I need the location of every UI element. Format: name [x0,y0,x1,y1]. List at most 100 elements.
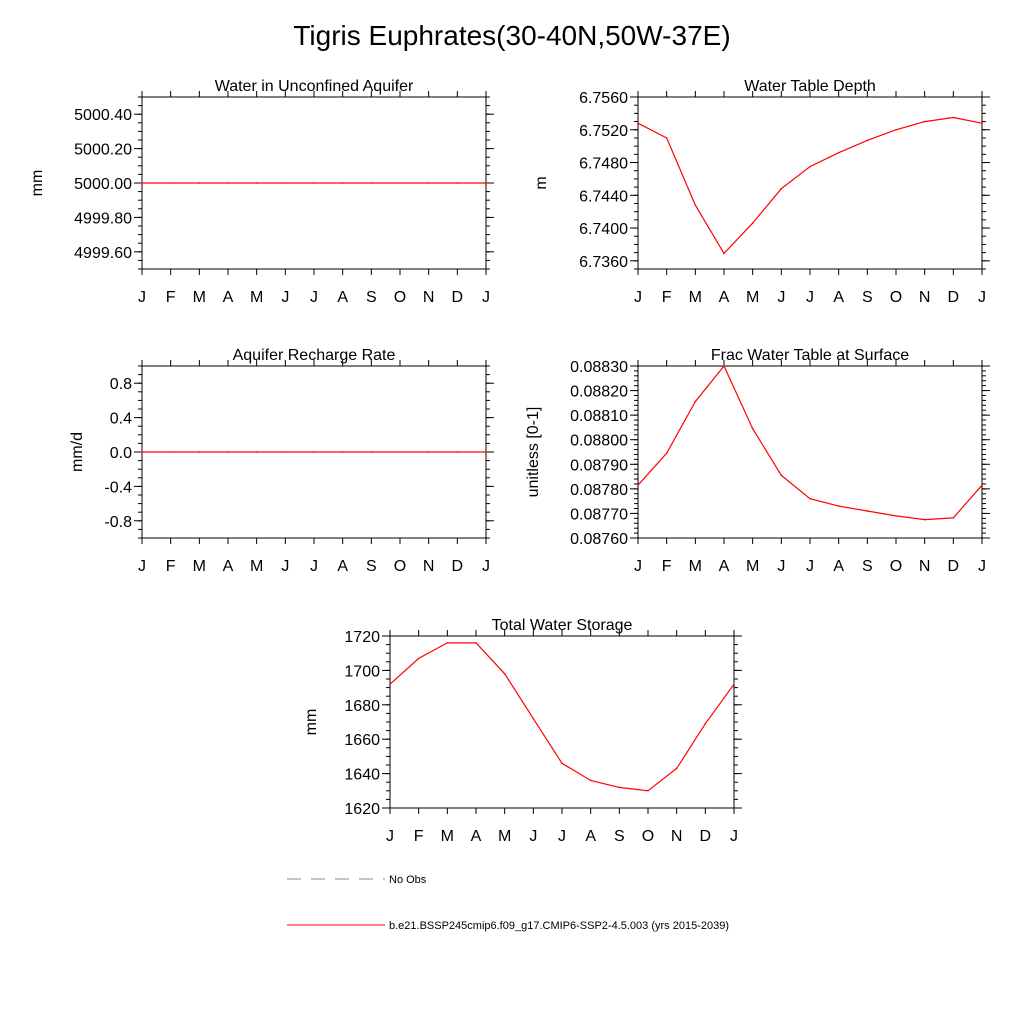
data-point [589,779,592,782]
data-point [227,451,229,453]
y-axis-label: mm/d [69,432,86,472]
x-tick-label: J [730,828,738,845]
series-line [637,116,983,255]
data-point [694,400,697,403]
y-axis-label: unitless [0-1] [525,407,542,498]
data-point [647,790,649,792]
data-point [694,204,697,206]
x-tick-label: D [452,558,464,575]
x-tick-label: S [614,828,625,845]
y-tick-label: -0.8 [104,514,132,531]
data-point [370,182,373,184]
chart-title: Aquifer Recharge Rate [233,347,396,364]
x-tick-label: J [634,558,642,575]
y-tick-label: 6.7360 [579,254,628,271]
y-tick-label: 0.08780 [570,482,628,499]
x-tick-label: A [471,828,482,845]
series-line [637,364,983,521]
x-tick-label: M [689,558,702,575]
data-point [313,451,315,453]
data-point [665,452,668,455]
x-tick-label: M [193,289,206,306]
data-point [981,122,983,125]
x-tick-label: A [337,289,348,306]
data-point [837,151,840,154]
data-point [503,673,506,675]
data-point [227,182,229,184]
data-point [866,510,869,512]
y-tick-label: 1640 [344,767,380,784]
x-tick-label: D [948,289,960,306]
y-tick-label: 4999.80 [74,210,132,227]
y-tick-label: 0.0 [110,445,132,462]
x-tick-label: J [482,289,490,306]
x-tick-label: J [978,558,986,575]
chart-title: Frac Water Table at Surface [711,347,909,364]
x-tick-label: A [833,289,844,306]
x-tick-label: D [452,289,464,306]
y-tick-label: 0.08770 [570,506,628,523]
data-point [780,474,783,477]
y-tick-label: 1660 [344,732,380,749]
x-tick-label: J [978,289,986,306]
data-point [255,182,258,184]
x-tick-label: A [223,558,234,575]
y-axis-label: mm [29,170,46,197]
y-tick-label: 1720 [344,629,380,646]
data-point [427,182,430,184]
x-tick-label: J [310,289,318,306]
x-tick-label: O [394,558,406,575]
x-tick-label: N [423,558,435,575]
x-tick-label: O [642,828,654,845]
data-point [780,187,783,190]
x-tick-label: F [662,289,672,306]
chart-frac: Frac Water Table at Surface unitless [0-1… [525,347,990,575]
x-tick-label: S [366,289,377,306]
data-point [417,657,420,660]
data-point [532,717,535,720]
chart-title: Water Table Depth [744,78,876,95]
data-point [751,222,754,224]
x-tick-label: J [777,289,785,306]
plot-frame [637,365,983,539]
x-tick-label: J [281,558,289,575]
y-tick-label: 0.4 [110,411,132,428]
data-point [341,182,344,184]
data-point [456,451,459,453]
data-point [198,451,201,453]
y-tick-label: 6.7520 [579,123,628,140]
data-point [141,182,143,184]
x-tick-label: S [862,289,873,306]
data-point [809,497,811,500]
y-tick-label: 4999.60 [74,245,132,262]
x-tick-label: J [806,558,814,575]
y-tick-label: 6.7560 [579,90,628,107]
data-point [198,182,201,184]
data-point [169,182,172,184]
data-point [399,451,401,453]
x-tick-label: M [250,558,263,575]
y-tick-label: 6.7400 [579,221,628,238]
data-point [284,182,287,184]
chart-title: Water in Unconfined Aquifer [215,78,414,95]
x-tick-label: M [498,828,511,845]
data-point [723,365,725,367]
legend-label: No Obs [389,874,427,886]
x-tick-label: N [919,289,931,306]
legend: No Obs b.e21.BSSP245cmip6.f09_g17.CMIP6-S… [287,874,729,932]
x-tick-label: F [414,828,424,845]
y-tick-label: 1680 [344,698,380,715]
plot-frame [637,96,983,270]
x-tick-label: D [948,558,960,575]
y-tick-label: 0.08830 [570,359,628,376]
x-tick-label: F [662,558,672,575]
data-point [923,518,926,521]
y-tick-label: 5000.20 [74,142,132,159]
chart-title: Total Water Storage [492,617,633,634]
y-tick-label: 5000.40 [74,107,132,124]
y-tick-label: 0.08800 [570,433,628,450]
x-tick-label: N [919,558,931,575]
